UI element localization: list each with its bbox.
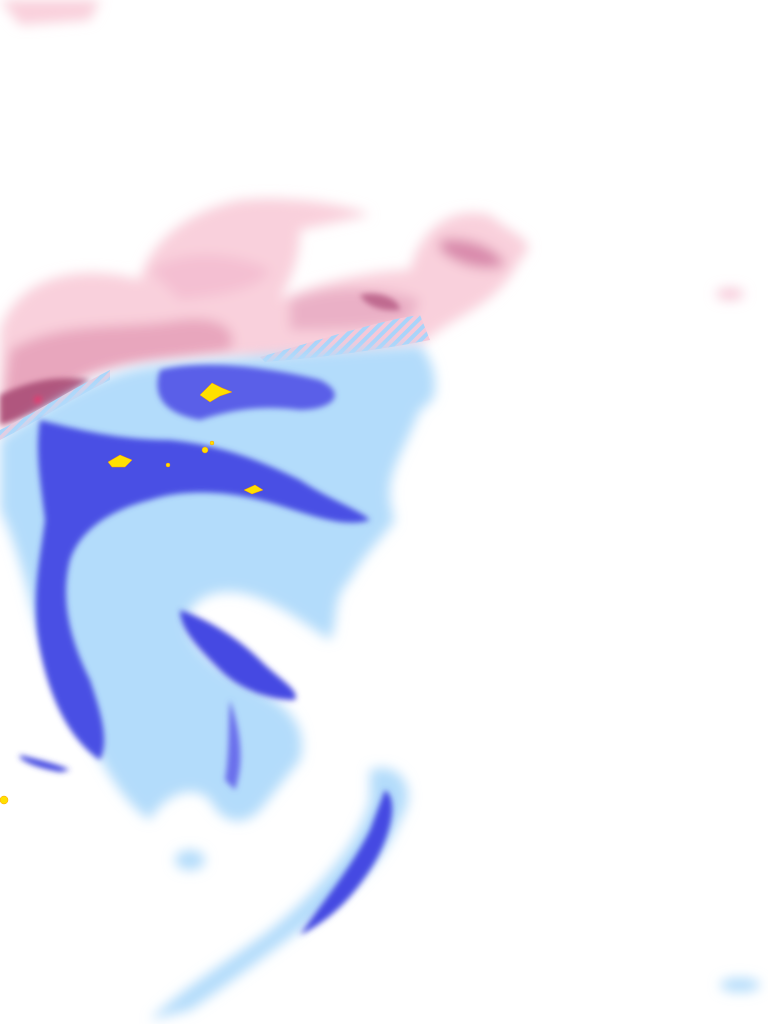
mixed-precip-band — [0, 315, 430, 440]
snow-heavy — [0, 293, 400, 425]
snow-area — [0, 0, 744, 440]
rain-very-heavy-cells — [0, 382, 264, 805]
rain-heavy-area — [20, 364, 393, 935]
